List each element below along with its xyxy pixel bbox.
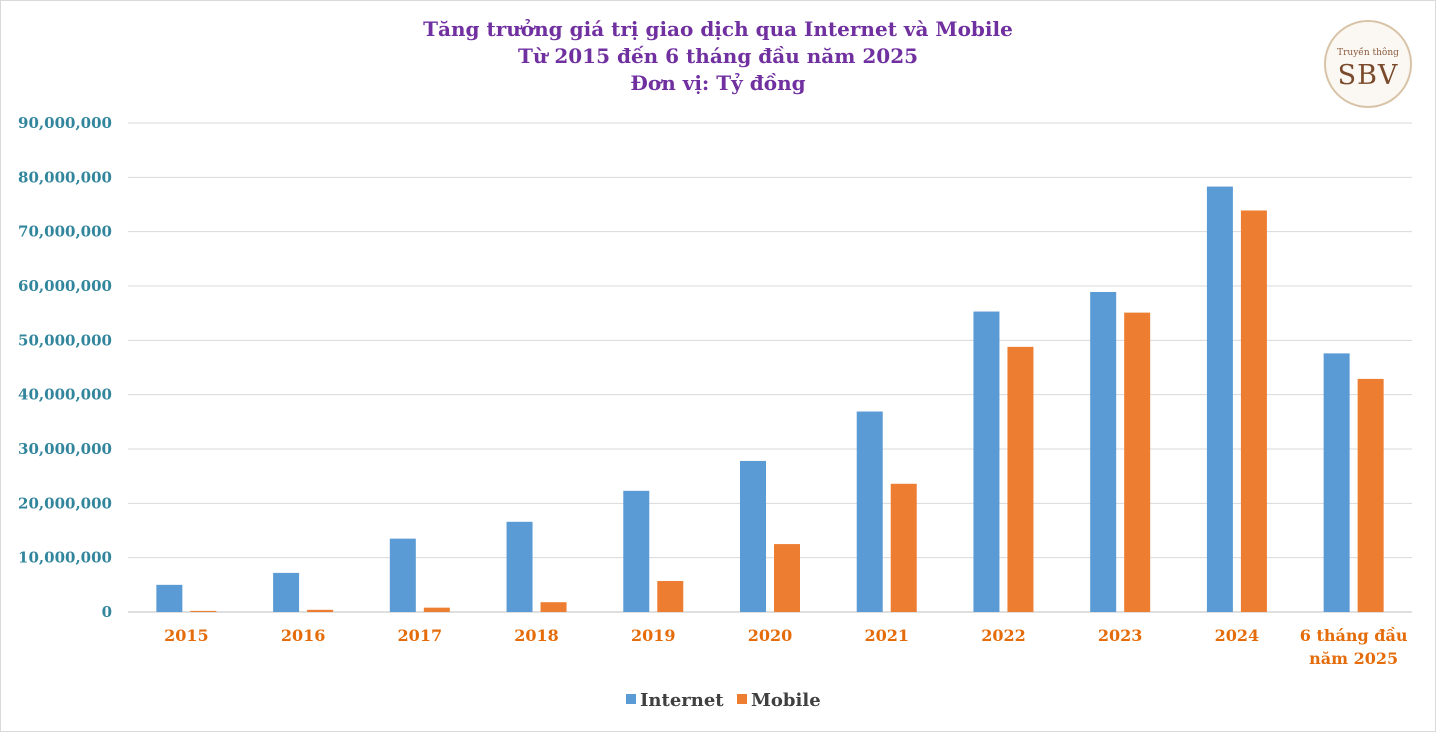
chart-title-line-3: Đơn vị: Tỷ đồng — [630, 71, 806, 95]
x-tick-label: 2016 — [281, 626, 326, 645]
legend-label-internet: Internet — [640, 690, 724, 711]
y-tick-label: 50,000,000 — [18, 331, 112, 349]
legend-swatch-internet — [626, 694, 636, 704]
bar-mobile-3 — [540, 602, 567, 612]
bar-mobile-7 — [1007, 346, 1034, 612]
bar-internet-0 — [156, 584, 183, 612]
x-tick-label: 2018 — [514, 626, 559, 645]
x-tick-label: 2020 — [748, 626, 793, 645]
y-tick-label: 60,000,000 — [18, 277, 112, 295]
x-axis: 2015 2016 2017 2018 2019 2020 2021 2022 2023 2024… — [164, 626, 1408, 668]
y-tick-label: 0 — [102, 603, 112, 621]
gridlines — [128, 122, 1412, 613]
y-tick-label: 30,000,000 — [18, 440, 112, 458]
x-tick-label: 2015 — [164, 626, 209, 645]
bar-mobile-4 — [657, 581, 684, 612]
bar-internet-1 — [273, 572, 300, 612]
x-tick-label: 2023 — [1098, 626, 1143, 645]
y-tick-label: 70,000,000 — [18, 223, 112, 241]
y-tick-label: 10,000,000 — [18, 549, 112, 567]
legend: Internet Mobile — [626, 690, 821, 711]
y-tick-label: 20,000,000 — [18, 494, 112, 512]
bar-mobile-1 — [307, 609, 334, 612]
bar-internet-8 — [1090, 291, 1117, 612]
logo-subtitle: Truyền thông — [1337, 48, 1399, 58]
bar-mobile-9 — [1240, 210, 1267, 612]
x-tick-label: 6 tháng đầu năm 2025 — [1300, 626, 1408, 668]
y-tick-label: 80,000,000 — [18, 168, 112, 186]
bar-mobile-2 — [423, 607, 450, 612]
bar-internet-7 — [973, 311, 1000, 612]
legend-label-mobile: Mobile — [751, 690, 821, 711]
logo-wordmark: SBV — [1337, 60, 1399, 91]
y-tick-label: 90,000,000 — [18, 114, 112, 132]
legend-swatch-mobile — [737, 694, 747, 704]
x-tick-label: 2022 — [981, 626, 1026, 645]
bar-internet-9 — [1206, 186, 1233, 612]
bar-internet-5 — [740, 460, 766, 612]
chart-title-line-2: Từ 2015 đến 6 tháng đầu năm 2025 — [517, 44, 919, 68]
bar-mobile-8 — [1124, 312, 1151, 612]
bar-mobile-0 — [190, 610, 217, 612]
bar-internet-2 — [389, 538, 416, 612]
x-tick-label: 2021 — [864, 626, 909, 645]
bar-mobile-10 — [1357, 378, 1384, 612]
bar-internet-10 — [1323, 353, 1350, 612]
y-axis: 0 10,000,000 20,000,000 30,000,000 40,000,00… — [18, 114, 112, 621]
bar-mobile-5 — [774, 544, 800, 612]
y-tick-label: 40,000,000 — [18, 386, 112, 404]
x-tick-label: 2019 — [631, 626, 676, 645]
bar-internet-4 — [623, 490, 650, 612]
x-tick-label: 2017 — [398, 626, 443, 645]
bar-internet-6 — [856, 411, 883, 612]
bars — [156, 186, 1384, 612]
sbv-logo: Truyền thông SBV — [1324, 20, 1412, 108]
x-tick-label: 2024 — [1215, 626, 1260, 645]
chart-title: Tăng trưởng giá trị giao dịch qua Intern… — [0, 16, 1436, 97]
bar-mobile-6 — [890, 483, 917, 612]
chart-title-line-1: Tăng trưởng giá trị giao dịch qua Intern… — [423, 17, 1013, 41]
bar-internet-3 — [506, 521, 533, 612]
